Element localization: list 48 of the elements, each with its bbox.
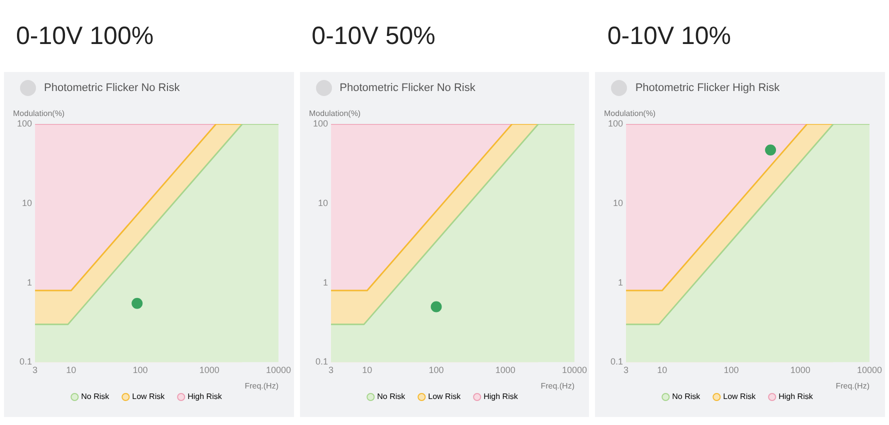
y-tick-label: 100: [16, 118, 32, 128]
x-tick-label: 10: [362, 365, 372, 376]
y-axis-title: Modulation(%): [13, 109, 65, 118]
x-tick-label: 100: [724, 365, 740, 376]
x-tick-label: 3: [624, 365, 629, 376]
chart-title: 0-10V 10%: [606, 21, 732, 52]
y-tick-label: 100: [312, 118, 328, 128]
y-tick-label: 1: [618, 277, 624, 288]
x-tick-label: 1000: [199, 365, 220, 376]
y-tick-label: 0.1: [20, 356, 32, 367]
x-tick-label: 3: [328, 365, 334, 376]
x-tick-label: 10000: [266, 365, 291, 376]
legend-label: Low Risk: [724, 392, 757, 402]
y-tick-label: 10: [22, 198, 32, 208]
x-tick-label: 10: [657, 365, 668, 376]
y-tick-label: 100: [608, 118, 624, 128]
y-tick-label: 0.1: [610, 356, 624, 367]
y-tick-label: 1: [27, 277, 32, 288]
y-tick-label: 1: [322, 277, 328, 288]
x-tick-label: 10: [66, 365, 76, 376]
chart-subtitle: Photometric Flicker No Risk: [44, 82, 180, 94]
x-tick-label: 1000: [790, 365, 811, 376]
y-tick-label: 10: [613, 198, 624, 208]
legend-label: Low Risk: [132, 392, 166, 402]
x-tick-label: 100: [132, 365, 148, 376]
chart-title: 0-10V 50%: [310, 21, 436, 52]
legend-label: Low Risk: [428, 392, 462, 402]
y-tick-label: 10: [318, 198, 328, 208]
y-axis-title: Modulation(%): [604, 109, 656, 118]
legend-label: High Risk: [188, 392, 223, 402]
x-axis-title: Freq.(Hz): [540, 381, 574, 390]
x-axis-title: Freq.(Hz): [836, 381, 870, 390]
chart-subtitle: Photometric Flicker No Risk: [340, 82, 476, 94]
x-tick-label: 1000: [495, 365, 516, 376]
legend-label: No Risk: [376, 392, 406, 402]
legend-label: No Risk: [81, 392, 110, 402]
legend-label: High Risk: [483, 392, 519, 402]
x-tick-label: 10000: [562, 365, 587, 376]
y-tick-label: 0.1: [315, 356, 328, 367]
x-tick-label: 3: [32, 365, 38, 376]
x-axis-title: Freq.(Hz): [244, 381, 279, 390]
x-tick-label: 10000: [857, 365, 882, 376]
chart-subtitle: Photometric Flicker High Risk: [635, 82, 780, 94]
chart-title: 0-10V 100%: [15, 21, 155, 52]
y-axis-title: Modulation(%): [308, 109, 361, 118]
x-tick-label: 100: [428, 365, 444, 376]
legend-label: High Risk: [778, 392, 814, 402]
legend-label: No Risk: [672, 392, 702, 402]
